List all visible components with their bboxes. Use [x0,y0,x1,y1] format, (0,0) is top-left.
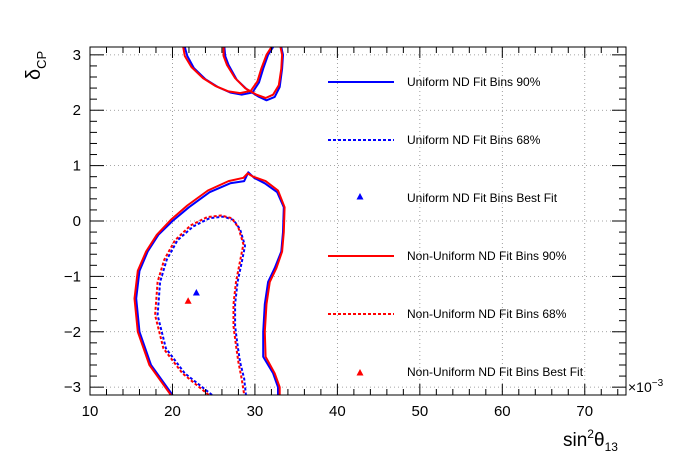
y-tick-label: 3 [73,47,81,64]
legend-item-nonuniform-68: Non-Uniform ND Fit Bins 68% [328,307,567,321]
contour-curves [133,46,286,396]
x-tick-label: 40 [329,403,346,420]
legend-item-uniform-best-fit: Uniform ND Fit Bins Best Fit [356,191,558,205]
axis-ticks [89,47,626,395]
y-title-main: δ [23,69,45,80]
contour-non-uniform-nd-fit-bins-90 [182,46,273,95]
marker-uniform-nd-fit-bins-best-fit [192,289,200,296]
x-axis-title: sin2θ13 [563,427,618,454]
y-tick-label: −3 [64,379,81,396]
legend-label-nonuniform-90: Non-Uniform ND Fit Bins 90% [407,249,567,263]
legend-label-nonuniform-68: Non-Uniform ND Fit Bins 68% [407,307,567,321]
x-tick-label: 10 [82,403,99,420]
legend-label-uniform-best-fit: Uniform ND Fit Bins Best Fit [407,191,558,205]
x-title-sup: 2 [587,427,594,441]
y-tick-label: −2 [64,324,81,341]
y-tick-label: 1 [73,158,81,175]
tick-labels: 10 20 30 40 50 60 70 −3 −2 −1 0 1 2 3 [64,47,593,420]
x-title-sub: 13 [605,440,619,454]
legend-label-uniform-90: Uniform ND Fit Bins 90% [407,75,541,89]
x-tick-label: 50 [412,403,429,420]
best-fit-markers [184,289,200,304]
contour-uniform-nd-fit-bins-90 [183,46,274,96]
marker-non-uniform-nd-fit-bins-best-fit [184,297,192,304]
y-tick-label: −1 [64,268,81,285]
y-tick-label: 2 [73,102,81,119]
legend-item-uniform-68: Uniform ND Fit Bins 68% [328,133,541,147]
x-exponent-base: ×10 [628,379,652,395]
contour-non-uniform-nd-fit-bins-68 [154,214,246,396]
contour-non-uniform-nd-fit-bins-90 [133,172,286,396]
y-tick-label: 0 [73,213,81,230]
legend-item-nonuniform-90: Non-Uniform ND Fit Bins 90% [328,249,567,263]
x-tick-label: 60 [494,403,511,420]
x-tick-label: 30 [247,403,264,420]
grid-lines [90,47,626,395]
legend: Uniform ND Fit Bins 90% Uniform ND Fit B… [328,75,584,379]
legend-label-uniform-68: Uniform ND Fit Bins 68% [407,133,541,147]
x-tick-label: 70 [576,403,593,420]
legend-label-nonuniform-best-fit: Non-Uniform ND Fit Bins Best Fit [407,365,584,379]
contour-uniform-nd-fit-bins-68 [156,215,247,396]
y-title-sub: CP [34,51,49,69]
legend-marker-uniform [356,193,364,200]
y-axis-title: δCP [23,51,49,80]
legend-item-nonuniform-best-fit: Non-Uniform ND Fit Bins Best Fit [356,365,584,379]
legend-marker-nonuniform [356,369,364,376]
contour-non-uniform-nd-fit-bins-90 [222,46,284,99]
x-title-greek: θ [594,430,605,451]
x-tick-label: 20 [164,403,181,420]
x-exponent-label: ×10−3 [628,378,664,395]
x-exponent-power: −3 [652,378,664,389]
legend-item-uniform-90: Uniform ND Fit Bins 90% [328,75,541,89]
x-title-main: sin [563,430,587,451]
